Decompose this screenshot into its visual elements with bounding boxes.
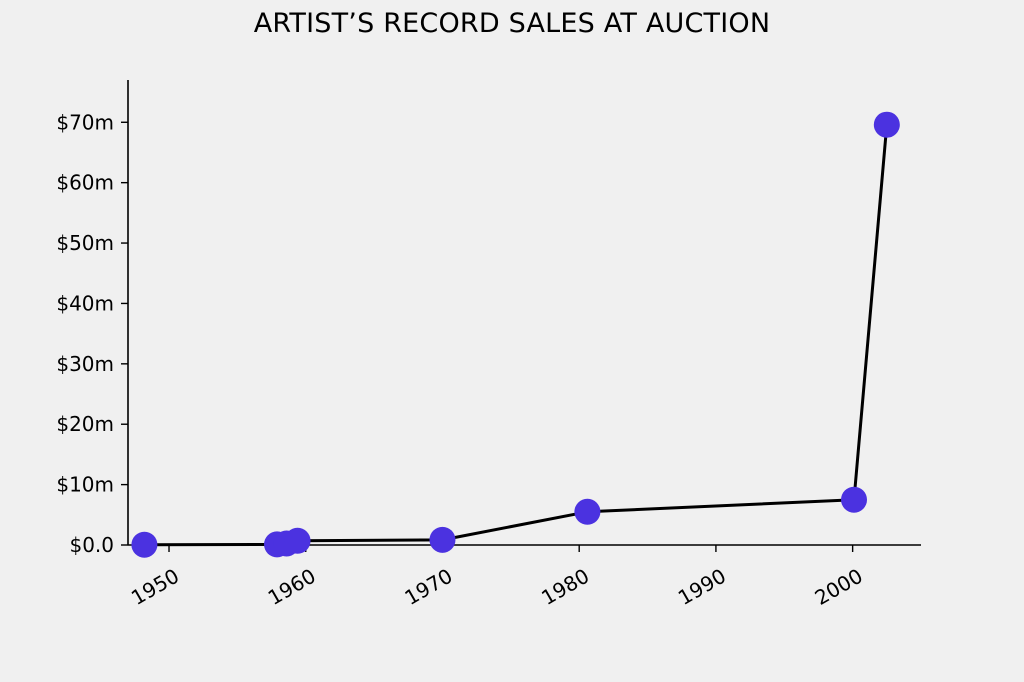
data-point (131, 531, 158, 558)
y-tick-label: $50m (56, 231, 114, 255)
x-tick-label: 1960 (264, 564, 320, 610)
y-tick-label: $70m (56, 110, 114, 134)
data-point (841, 486, 868, 513)
x-tick-label: 1950 (127, 564, 183, 610)
data-point (574, 498, 601, 525)
data-point (284, 527, 311, 554)
x-tick-label: 1980 (537, 564, 593, 610)
data-points-group (131, 111, 900, 558)
data-point (873, 111, 900, 138)
x-tick-label: 2000 (811, 564, 867, 610)
y-tick-label: $40m (56, 291, 114, 315)
chart-title: ARTIST’S RECORD SALES AT AUCTION (253, 8, 771, 39)
x-tick-label: 1970 (400, 564, 456, 610)
y-tick-label: $10m (56, 473, 114, 497)
series-line (144, 124, 889, 547)
data-point (429, 526, 456, 553)
y-tick-label: $60m (56, 171, 114, 195)
y-tick-label: $0.0 (69, 533, 114, 557)
y-tick-label: $30m (56, 352, 114, 376)
x-tick-label: 1990 (674, 564, 730, 610)
y-tick-label: $20m (56, 412, 114, 436)
series-line-group (144, 124, 889, 547)
